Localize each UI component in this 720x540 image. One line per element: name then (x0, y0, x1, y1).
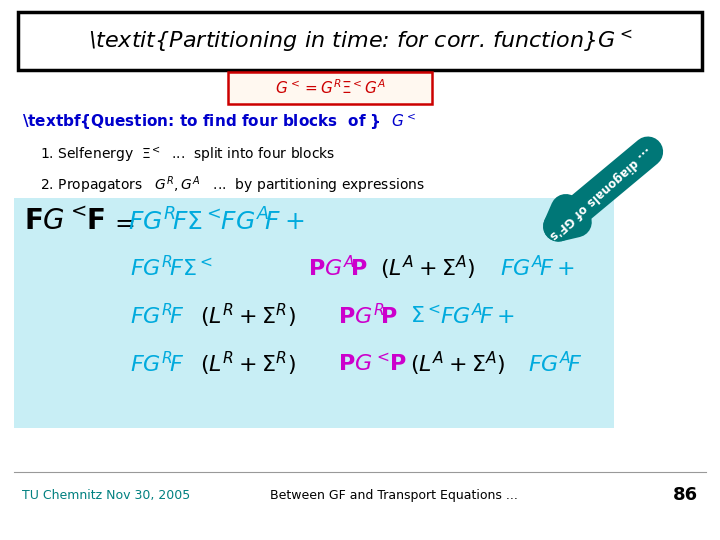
FancyBboxPatch shape (18, 12, 702, 70)
FancyBboxPatch shape (228, 72, 432, 104)
Text: TU Chemnitz Nov 30, 2005: TU Chemnitz Nov 30, 2005 (22, 489, 190, 502)
Text: $FG^R\!F$: $FG^R\!F$ (130, 303, 184, 329)
Text: 1. Selfenergy  $\Xi^<$  ...  split into four blocks: 1. Selfenergy $\Xi^<$ ... split into fou… (40, 146, 336, 165)
Text: $G^< = G^R\Xi^< G^A$: $G^< = G^R\Xi^< G^A$ (274, 79, 385, 97)
FancyArrowPatch shape (559, 152, 648, 226)
Text: $FG^R\!F\Sigma^<$: $FG^R\!F\Sigma^<$ (130, 255, 213, 281)
Text: $\mathbf{F}G^<\!\mathbf{F}$: $\mathbf{F}G^<\!\mathbf{F}$ (24, 208, 105, 236)
Text: $\mathbf{P}G^R\!\mathbf{P}$: $\mathbf{P}G^R\!\mathbf{P}$ (338, 303, 398, 329)
Text: \textit{Partitioning in time: for corr. function}$G^<$: \textit{Partitioning in time: for corr. … (88, 28, 632, 54)
Text: $FG^A\!F +$: $FG^A\!F +$ (440, 303, 515, 329)
Text: $(L^R + \Sigma^R)$: $(L^R + \Sigma^R)$ (200, 302, 296, 330)
FancyBboxPatch shape (14, 198, 614, 428)
Text: $=$: $=$ (110, 210, 135, 234)
Text: $\mathbf{P}G^A\!\mathbf{P}$: $\mathbf{P}G^A\!\mathbf{P}$ (308, 255, 368, 281)
Text: $(L^R + \Sigma^R)$: $(L^R + \Sigma^R)$ (200, 350, 296, 378)
Text: $\mathbf{P}G^<\!\mathbf{P}$: $\mathbf{P}G^<\!\mathbf{P}$ (338, 353, 407, 375)
Text: $(L^A + \Sigma^A)$: $(L^A + \Sigma^A)$ (380, 254, 475, 282)
Text: $FG^A\!F$: $FG^A\!F$ (528, 352, 582, 376)
Text: Between GF and Transport Equations ...: Between GF and Transport Equations ... (270, 489, 518, 502)
Text: $\Sigma^<$: $\Sigma^<$ (410, 305, 441, 327)
Text: \textbf{Question: to find four blocks  of }  $G^<$: \textbf{Question: to find four blocks of… (22, 112, 416, 132)
Text: $(L^A + \Sigma^A)$: $(L^A + \Sigma^A)$ (410, 350, 505, 378)
Text: $FG^R\!F$: $FG^R\!F$ (130, 352, 184, 376)
Text: $FG^A\!F +$: $FG^A\!F +$ (500, 255, 575, 281)
Text: 86: 86 (673, 486, 698, 504)
Text: ... diagonals of GF's: ... diagonals of GF's (546, 144, 654, 242)
Text: $FG^R\!F\Sigma^<\!FG^A\!F +$: $FG^R\!F\Sigma^<\!FG^A\!F +$ (128, 208, 305, 235)
Text: 2. Propagators   $G^R,G^A$   ...  by partitioning expressions: 2. Propagators $G^R,G^A$ ... by partitio… (40, 174, 425, 196)
